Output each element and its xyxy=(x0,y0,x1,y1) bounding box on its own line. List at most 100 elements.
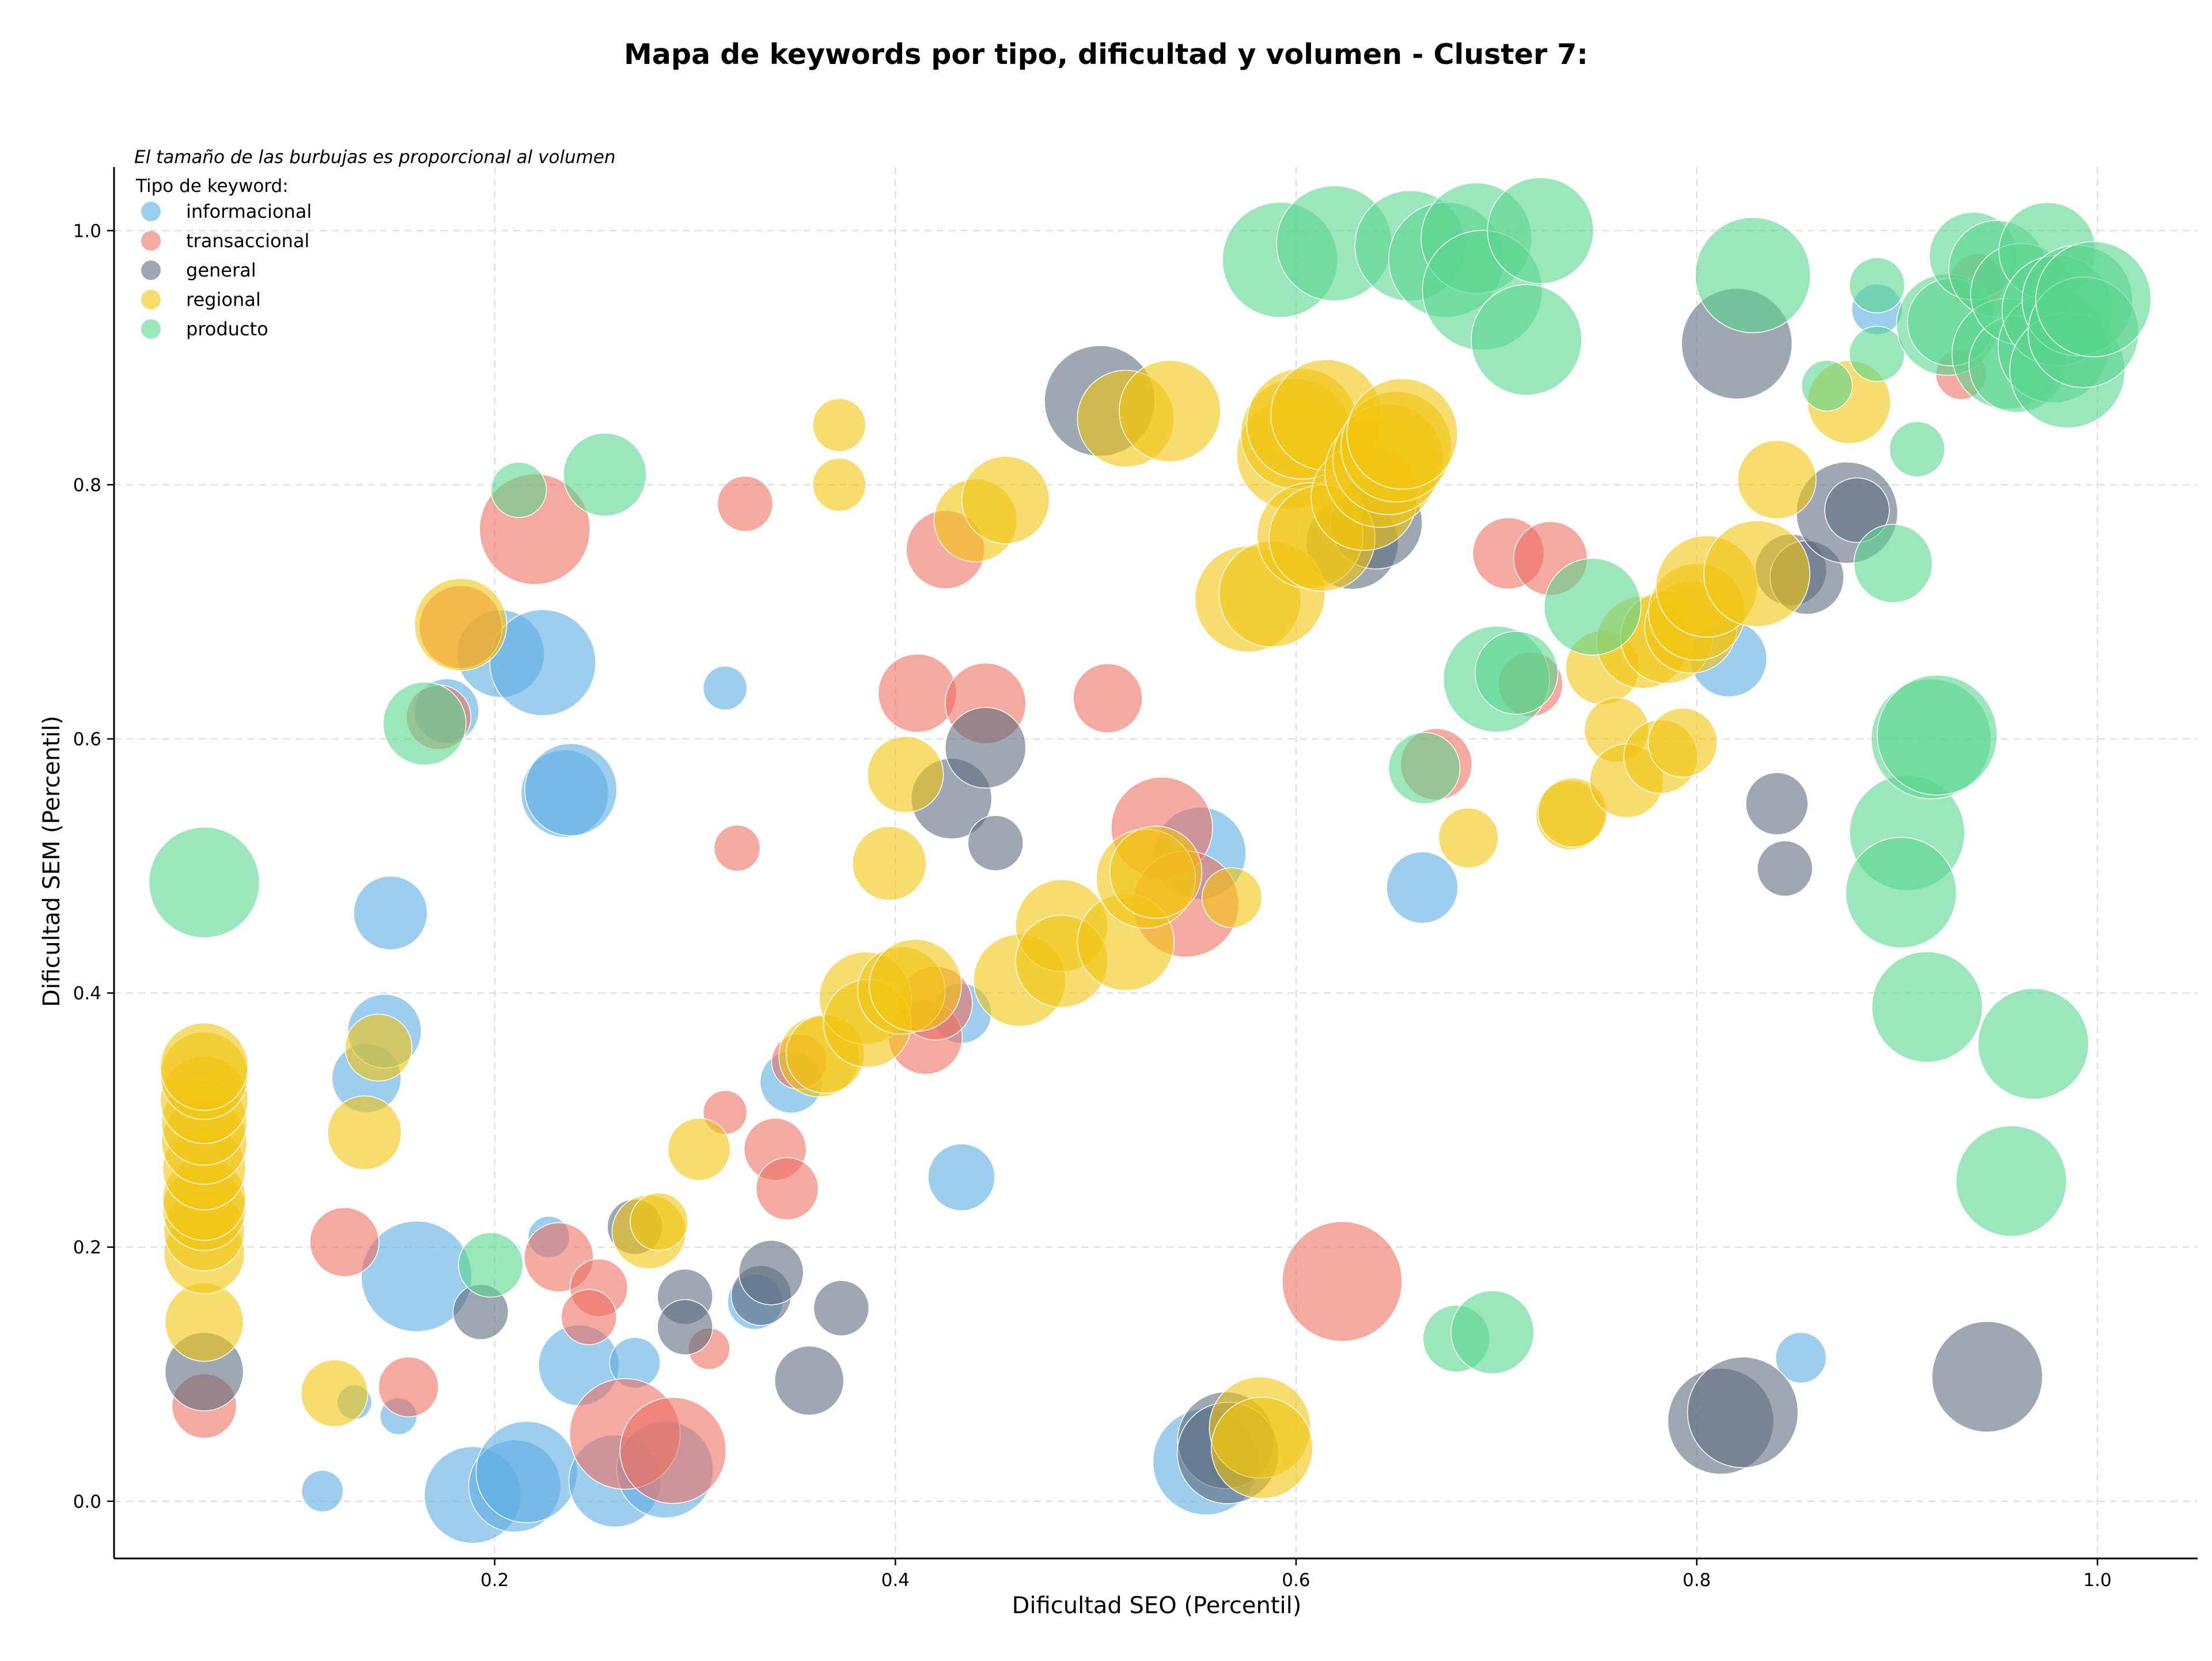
bubble-producto xyxy=(1853,524,1933,603)
bubble-informacional xyxy=(703,665,748,710)
legend-label-transaccional: transaccional xyxy=(186,229,310,252)
bubble-informacional xyxy=(353,875,428,951)
bubble-producto xyxy=(1877,675,1998,796)
bubble-regional xyxy=(1703,520,1810,627)
bubble-informacional xyxy=(1386,851,1459,924)
y-tick-label: 1.0 xyxy=(73,221,101,241)
bubble-regional xyxy=(1647,707,1718,778)
bubble-producto xyxy=(2035,241,2152,358)
legend-swatch-informacional xyxy=(141,201,161,221)
bubble-general xyxy=(774,1345,844,1416)
bubble-producto xyxy=(1845,837,1957,949)
bubble-general xyxy=(945,707,1027,789)
chart-title: Mapa de keywords por tipo, dificultad y … xyxy=(624,38,1588,71)
bubble-regional xyxy=(869,939,962,1032)
y-tick-label: 0.0 xyxy=(73,1492,101,1512)
bubble-producto xyxy=(490,461,547,518)
bubble-general xyxy=(657,1299,713,1356)
legend-swatch-regional xyxy=(141,289,161,309)
bubble-regional xyxy=(1109,826,1203,919)
bubble-transaccional xyxy=(560,1289,618,1345)
bubble-regional xyxy=(1438,807,1499,869)
bubble-producto xyxy=(1955,1125,2067,1237)
bubble-regional xyxy=(667,1118,731,1181)
bubble-producto xyxy=(458,1232,524,1298)
legend-item-producto: producto xyxy=(141,314,616,343)
bubble-regional xyxy=(630,1192,688,1251)
legend-swatch-producto xyxy=(141,319,161,339)
tick-marks: 0.2 0.4 0.6 0.8 1.0 0.0 0.2 0.4 0.6 0.8 1.0 xyxy=(73,221,2112,1591)
bubble-producto xyxy=(148,826,260,939)
bubble-regional xyxy=(1201,867,1263,928)
bubble-regional xyxy=(164,1282,244,1362)
legend-swatch-transaccional xyxy=(141,230,161,251)
bubble-producto xyxy=(1978,988,2089,1100)
legend-label-producto: producto xyxy=(186,317,268,340)
bubble-regional xyxy=(812,457,866,512)
bubble-producto xyxy=(1849,326,1906,382)
bubble-producto xyxy=(1487,177,1594,285)
y-tick-label: 0.8 xyxy=(73,475,101,495)
bubble-transaccional xyxy=(1282,1221,1403,1342)
legend-label-general: general xyxy=(186,259,256,281)
bubble-general xyxy=(813,1280,870,1337)
bubble-regional xyxy=(812,398,866,452)
series-producto xyxy=(148,177,2152,1375)
bubble-producto xyxy=(1388,732,1461,804)
y-tick-label: 0.4 xyxy=(73,983,101,1004)
x-tick-label: 0.4 xyxy=(881,1570,910,1591)
x-tick-label: 0.6 xyxy=(1282,1570,1310,1591)
y-tick-label: 0.6 xyxy=(73,729,101,750)
x-tick-label: 0.8 xyxy=(1683,1570,1711,1591)
bubble-regional xyxy=(1737,440,1817,520)
bubble-producto xyxy=(1801,360,1853,412)
legend-swatch-general xyxy=(141,260,161,280)
bubble-regional xyxy=(867,736,944,813)
bubble-producto xyxy=(1543,558,1642,656)
bubble-general xyxy=(1745,772,1809,835)
legend-item-transaccional: transaccional xyxy=(141,226,616,255)
bubble-producto xyxy=(382,682,467,766)
bubble-producto xyxy=(1471,284,1582,396)
bubble-regional xyxy=(1211,1397,1313,1499)
x-tick-label: 1.0 xyxy=(2083,1570,2111,1591)
bubble-producto xyxy=(1450,1290,1535,1375)
legend-item-informacional: informacional xyxy=(141,196,616,226)
bubble-regional xyxy=(852,826,927,901)
bubble-informacional xyxy=(301,1470,344,1512)
bubble-transaccional xyxy=(877,653,957,733)
x-axis-label: Dificultad SEO (Percentil) xyxy=(1012,1592,1302,1619)
bubble-informacional xyxy=(927,1143,995,1212)
bubble-transaccional xyxy=(619,1397,727,1504)
bubble-producto xyxy=(1474,631,1559,715)
x-tick-label: 0.2 xyxy=(480,1570,509,1591)
bubble-producto xyxy=(1849,257,1906,313)
bubble-transaccional xyxy=(713,824,761,872)
bubble-regional xyxy=(1119,360,1221,463)
bubble-regional xyxy=(1346,378,1459,490)
bubble-general xyxy=(1687,1356,1799,1469)
bubble-transaccional xyxy=(1073,663,1143,733)
bubble-informacional xyxy=(524,743,618,837)
bubble-transaccional xyxy=(717,475,774,532)
bubble-regional xyxy=(414,578,507,671)
bubble-general xyxy=(967,815,1024,872)
bubble-general xyxy=(1824,477,1890,543)
bubble-regional xyxy=(344,1013,412,1082)
bubble-regional xyxy=(961,456,1050,544)
y-axis-label: Dificultad SEM (Percentil) xyxy=(39,716,65,1007)
legend-label-informacional: informacional xyxy=(186,200,312,222)
legend-label-regional: regional xyxy=(186,288,261,311)
bubble-general xyxy=(1931,1321,2043,1433)
bubble-producto xyxy=(1695,217,1811,334)
legend-size-note: El tamaño de las burbujas es proporciona… xyxy=(134,147,616,168)
legend-item-general: general xyxy=(141,255,616,285)
bubble-general xyxy=(738,1240,804,1306)
bubble-regional xyxy=(300,1359,369,1428)
bubble-general xyxy=(1756,840,1813,897)
bubble-transaccional xyxy=(378,1356,439,1418)
legend-item-regional: regional xyxy=(141,285,616,314)
legend: El tamaño de las burbujas es proporciona… xyxy=(134,147,616,343)
bubble-informacional xyxy=(475,1421,578,1523)
bubble-transaccional xyxy=(309,1207,380,1277)
